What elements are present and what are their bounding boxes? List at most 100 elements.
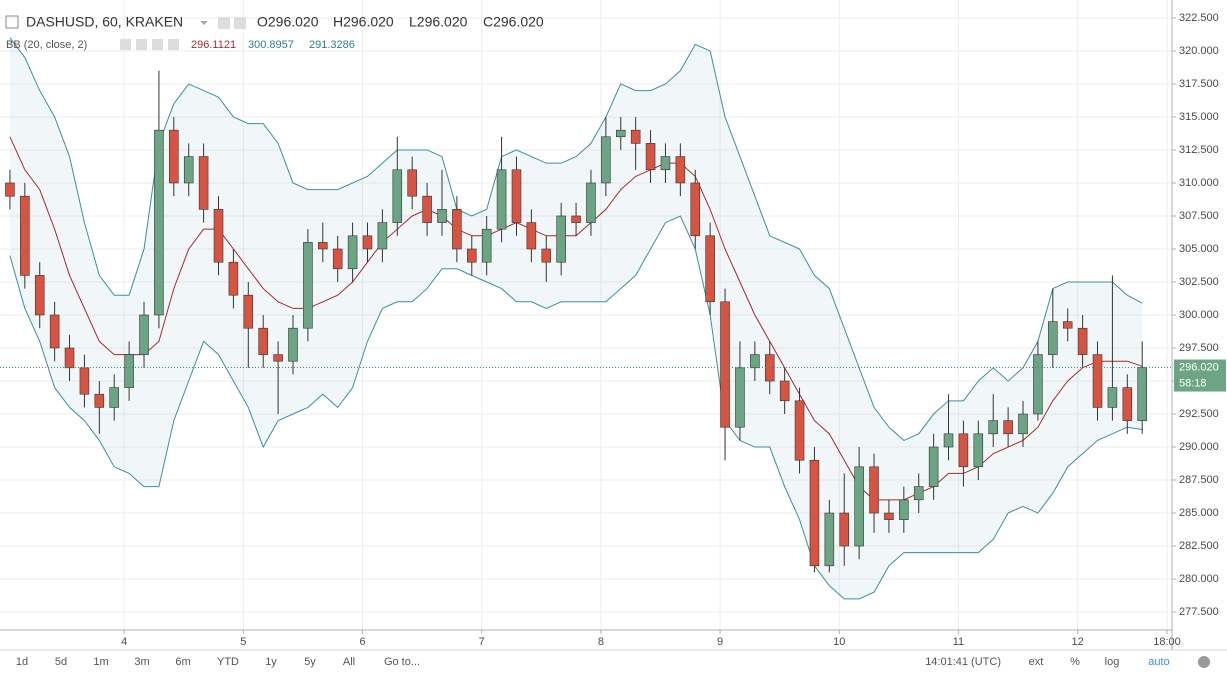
y-tick-label: 317.500	[1179, 78, 1219, 90]
candle-body	[690, 182, 701, 237]
candle-body	[154, 129, 164, 316]
range-button[interactable]: 1d	[16, 656, 28, 668]
candle-body	[869, 466, 879, 514]
candle-body	[34, 275, 45, 316]
candle-body	[452, 209, 462, 250]
dropdown-icon[interactable]	[200, 21, 208, 25]
x-tick-label: 5	[240, 636, 246, 648]
x-tick-label: 9	[717, 636, 723, 648]
candle-body	[169, 129, 179, 184]
candle-body	[49, 314, 60, 349]
axes: 277.500 280.000 282.500 285.000 287.500 290.0…	[121, 12, 1226, 648]
candle-body	[5, 182, 15, 197]
candle-body	[660, 156, 671, 171]
candle-body	[973, 433, 984, 468]
indicator-icon[interactable]	[136, 39, 147, 50]
candle-body	[1062, 321, 1073, 329]
settings-button[interactable]	[1198, 656, 1210, 668]
indicator-title: BB (20, close, 2)	[6, 39, 87, 51]
candle-body	[541, 248, 552, 263]
bb-upper-line	[9, 37, 1143, 442]
y-tick-label: 297.500	[1179, 342, 1219, 354]
y-tick-label: 277.500	[1179, 606, 1219, 618]
range-button[interactable]: Go to...	[384, 656, 420, 668]
x-tick-label: 10	[833, 636, 845, 648]
candle-body	[332, 248, 343, 270]
candle-body	[1137, 367, 1147, 421]
high-value: H296.020	[333, 14, 394, 30]
option-button[interactable]: auto	[1148, 656, 1169, 668]
y-tick-label: 302.500	[1179, 276, 1219, 288]
candle-body	[928, 446, 939, 487]
candle-body	[720, 301, 730, 428]
basis-value: 296.1121	[191, 39, 236, 51]
indicator-icon[interactable]	[168, 39, 179, 50]
y-tick-label: 310.000	[1179, 177, 1219, 189]
y-tick-label: 322.500	[1179, 12, 1219, 24]
range-button[interactable]: 6m	[175, 656, 190, 668]
clock: 14:01:41 (UTC)	[925, 656, 1001, 668]
symbol-title: DASHUSD, 60, KRAKEN	[26, 14, 183, 30]
y-tick-label: 305.000	[1179, 243, 1219, 255]
toolbar: 1d 5d 1m 3m 6m YTD 1y 5y All Go to... 14:01:41 (UT…	[16, 656, 1210, 668]
y-tick-label: 300.000	[1179, 309, 1219, 321]
option-button[interactable]: log	[1105, 656, 1120, 668]
candle-body	[630, 129, 641, 144]
close-value: C296.020	[483, 14, 544, 30]
candle-body	[943, 433, 954, 448]
candle-body	[1048, 321, 1058, 355]
bb-basis-line	[9, 136, 1143, 501]
candle-body	[183, 156, 194, 184]
range-button[interactable]: 3m	[134, 656, 149, 668]
range-button[interactable]: All	[343, 656, 355, 668]
candle-body	[1077, 327, 1088, 355]
candle-body	[318, 242, 328, 250]
candle-body	[467, 248, 477, 263]
candle-body	[675, 156, 686, 184]
settings-icon[interactable]	[218, 17, 230, 29]
range-button[interactable]: YTD	[217, 656, 239, 668]
settings-icon[interactable]	[234, 17, 246, 29]
candle-body	[1122, 387, 1133, 421]
y-tick-label: 282.500	[1179, 540, 1219, 552]
x-tick-label: 12	[1072, 636, 1084, 648]
x-tick-label: 4	[121, 636, 127, 648]
candle-body	[288, 327, 298, 362]
candle-body	[198, 156, 209, 210]
upper-value: 300.8957	[248, 39, 294, 51]
y-tick-label: 290.000	[1179, 441, 1219, 453]
candle-body	[109, 387, 119, 408]
candle-body	[258, 327, 268, 355]
candle-body	[705, 235, 715, 303]
candle-body	[839, 512, 850, 547]
range-button[interactable]: 5d	[55, 656, 67, 668]
indicator-icon[interactable]	[152, 39, 163, 50]
candle-body	[362, 235, 373, 250]
y-tick-label: 285.000	[1179, 507, 1219, 519]
option-button[interactable]: ext	[1029, 656, 1044, 668]
grid	[0, 0, 1172, 630]
candle-body	[1107, 387, 1118, 408]
candle-body	[601, 136, 611, 184]
candle-body	[615, 129, 626, 138]
candle-body	[764, 354, 775, 382]
collapse-icon[interactable]	[5, 15, 19, 29]
y-tick-label: 280.000	[1179, 573, 1219, 585]
candle-body	[1092, 354, 1103, 408]
candle-body	[750, 354, 760, 369]
candle-body	[94, 393, 105, 408]
range-button[interactable]: 1m	[93, 656, 108, 668]
option-button[interactable]: %	[1070, 656, 1080, 668]
range-button[interactable]: 5y	[304, 656, 316, 668]
plot-area	[0, 37, 1172, 600]
x-tick-label: 6	[359, 636, 365, 648]
indicator-icon[interactable]	[120, 39, 131, 50]
candle-body	[913, 486, 924, 501]
candle-body	[854, 466, 864, 547]
x-tick-label: 11	[953, 636, 964, 648]
bb-lower-line	[9, 215, 1143, 600]
range-button[interactable]: 1y	[265, 656, 277, 668]
candle-body	[303, 242, 313, 329]
candle-body	[347, 235, 358, 270]
